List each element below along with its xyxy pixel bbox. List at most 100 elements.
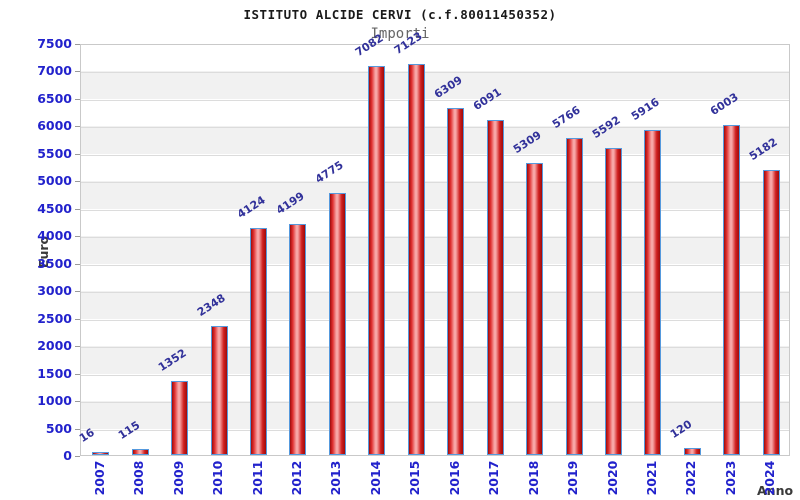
bar bbox=[132, 449, 149, 455]
y-tick-mark bbox=[75, 236, 80, 237]
gridline bbox=[81, 155, 789, 156]
gridline bbox=[81, 72, 789, 73]
y-tick-label: 6000 bbox=[37, 118, 72, 133]
y-tick-label: 1000 bbox=[37, 393, 72, 408]
y-tick-mark bbox=[75, 319, 80, 320]
y-tick-mark bbox=[75, 44, 80, 45]
plot-band bbox=[81, 236, 789, 265]
y-tick-label: 4000 bbox=[37, 228, 72, 243]
y-tick-label: 0 bbox=[63, 448, 72, 463]
chart-subtitle: Importi bbox=[370, 26, 430, 42]
y-tick-mark bbox=[75, 374, 80, 375]
gridline bbox=[81, 182, 789, 183]
y-tick-mark bbox=[75, 181, 80, 182]
gridline bbox=[81, 237, 789, 238]
plot-band bbox=[81, 373, 789, 403]
x-year-label: 2010 bbox=[210, 460, 225, 496]
bar bbox=[171, 381, 188, 455]
bar bbox=[526, 163, 543, 455]
y-tick-mark bbox=[75, 154, 80, 155]
y-tick-label: 7000 bbox=[37, 63, 72, 78]
x-year-label: 2019 bbox=[565, 460, 580, 496]
plot-band bbox=[81, 428, 789, 455]
y-tick-label: 2000 bbox=[37, 338, 72, 353]
x-year-label: 2015 bbox=[407, 460, 422, 496]
bar bbox=[92, 452, 109, 455]
bar bbox=[723, 125, 740, 455]
gridline bbox=[81, 265, 789, 266]
x-year-label: 2016 bbox=[447, 460, 462, 496]
x-year-label: 2008 bbox=[131, 460, 146, 496]
x-year-label: 2020 bbox=[605, 460, 620, 496]
bar bbox=[644, 130, 661, 455]
y-tick-label: 1500 bbox=[37, 366, 72, 381]
gridline bbox=[81, 100, 789, 101]
gridline bbox=[81, 292, 789, 293]
y-tick-mark bbox=[75, 264, 80, 265]
x-year-label: 2023 bbox=[723, 460, 738, 496]
gridline bbox=[81, 127, 789, 128]
y-tick-label: 2500 bbox=[37, 311, 72, 326]
gridline bbox=[81, 402, 789, 403]
plot-band bbox=[81, 45, 789, 73]
gridline bbox=[81, 375, 789, 376]
x-year-label: 2013 bbox=[328, 460, 343, 496]
bar bbox=[447, 108, 464, 455]
bar bbox=[289, 224, 306, 455]
plot-band bbox=[81, 291, 789, 320]
x-year-label: 2021 bbox=[644, 460, 659, 496]
bar bbox=[763, 170, 780, 455]
x-year-label: 2011 bbox=[250, 460, 265, 496]
x-year-label: 2022 bbox=[683, 460, 698, 496]
y-tick-mark bbox=[75, 99, 80, 100]
y-tick-mark bbox=[75, 209, 80, 210]
y-tick-mark bbox=[75, 456, 80, 457]
bar bbox=[250, 228, 267, 455]
y-tick-label: 5500 bbox=[37, 146, 72, 161]
x-year-label: 2024 bbox=[762, 460, 777, 496]
gridline bbox=[81, 320, 789, 321]
y-tick-mark bbox=[75, 71, 80, 72]
y-tick-mark bbox=[75, 346, 80, 347]
chart-title: ISTITUTO ALCIDE CERVI (c.f.80011450352) bbox=[243, 7, 557, 22]
y-tick-label: 500 bbox=[45, 421, 72, 436]
plot-band bbox=[81, 153, 789, 183]
x-year-label: 2017 bbox=[486, 460, 501, 496]
y-tick-mark bbox=[75, 291, 80, 292]
plot-band bbox=[81, 263, 789, 293]
y-tick-label: 3000 bbox=[37, 283, 72, 298]
bar bbox=[684, 448, 701, 455]
plot-band bbox=[81, 126, 789, 155]
gridline bbox=[81, 210, 789, 211]
x-year-label: 2009 bbox=[171, 460, 186, 496]
gridline bbox=[81, 430, 789, 431]
plot-band bbox=[81, 208, 789, 238]
y-tick-label: 3500 bbox=[37, 256, 72, 271]
y-tick-mark bbox=[75, 429, 80, 430]
y-tick-label: 5000 bbox=[37, 173, 72, 188]
bar bbox=[605, 148, 622, 455]
plot-area bbox=[80, 44, 790, 456]
y-tick-mark bbox=[75, 401, 80, 402]
x-year-label: 2018 bbox=[526, 460, 541, 496]
bar bbox=[211, 326, 228, 455]
y-tick-mark bbox=[75, 126, 80, 127]
x-axis-title: Anno bbox=[757, 483, 794, 498]
plot-band bbox=[81, 346, 789, 375]
plot-band bbox=[81, 401, 789, 430]
bar bbox=[487, 120, 504, 455]
y-tick-label: 7500 bbox=[37, 36, 72, 51]
bar bbox=[408, 64, 425, 455]
x-year-label: 2014 bbox=[368, 460, 383, 496]
x-year-label: 2007 bbox=[92, 460, 107, 496]
bar bbox=[368, 66, 385, 455]
plot-band bbox=[81, 71, 789, 100]
y-tick-label: 4500 bbox=[37, 201, 72, 216]
x-year-label: 2012 bbox=[289, 460, 304, 496]
plot-band bbox=[81, 181, 789, 210]
plot-band bbox=[81, 318, 789, 348]
plot-band bbox=[81, 98, 789, 128]
y-tick-label: 6500 bbox=[37, 91, 72, 106]
bar bbox=[329, 193, 346, 455]
